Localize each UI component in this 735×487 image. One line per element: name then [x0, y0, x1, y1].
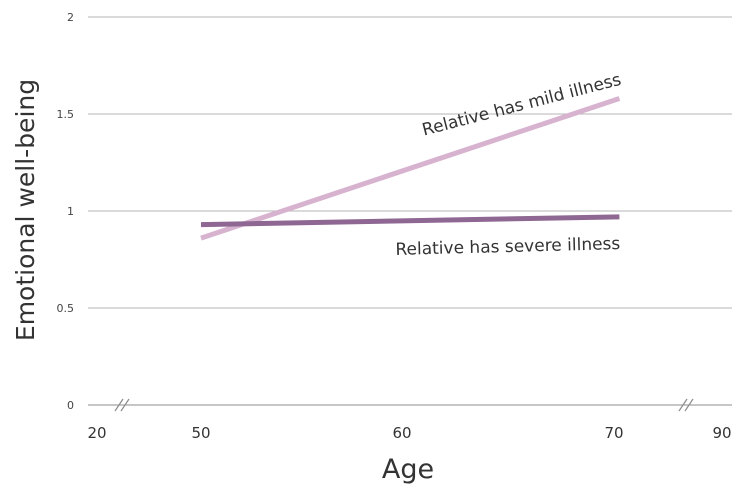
gridlines — [88, 16, 732, 406]
axis-break-mark — [114, 398, 130, 412]
y-tick-labels: 0 0.5 1 1.5 2 — [57, 11, 75, 412]
x-tick-label: 60 — [392, 424, 411, 442]
series-line-mild-illness — [200, 96, 621, 241]
x-tick-label: 50 — [191, 424, 210, 442]
y-tick-label: 0.5 — [57, 302, 75, 315]
x-tick-labels: 20 50 60 70 90 — [87, 424, 731, 442]
axis-break-mark — [678, 398, 694, 412]
series-label-severe-illness: Relative has severe illness — [395, 234, 620, 260]
y-tick-label: 0 — [67, 399, 74, 412]
x-tick-label: 90 — [712, 424, 731, 442]
y-tick-label: 2 — [67, 11, 74, 24]
axis-breaks — [114, 398, 694, 412]
series-lines — [200, 96, 621, 241]
x-tick-label: 70 — [604, 424, 623, 442]
y-tick-label: 1 — [67, 205, 74, 218]
x-axis-title: Age — [382, 454, 434, 485]
y-tick-label: 1.5 — [57, 108, 75, 121]
x-tick-label: 20 — [87, 424, 106, 442]
series-line-severe-illness — [200, 214, 620, 228]
y-axis-title: Emotional well-being — [11, 79, 40, 341]
